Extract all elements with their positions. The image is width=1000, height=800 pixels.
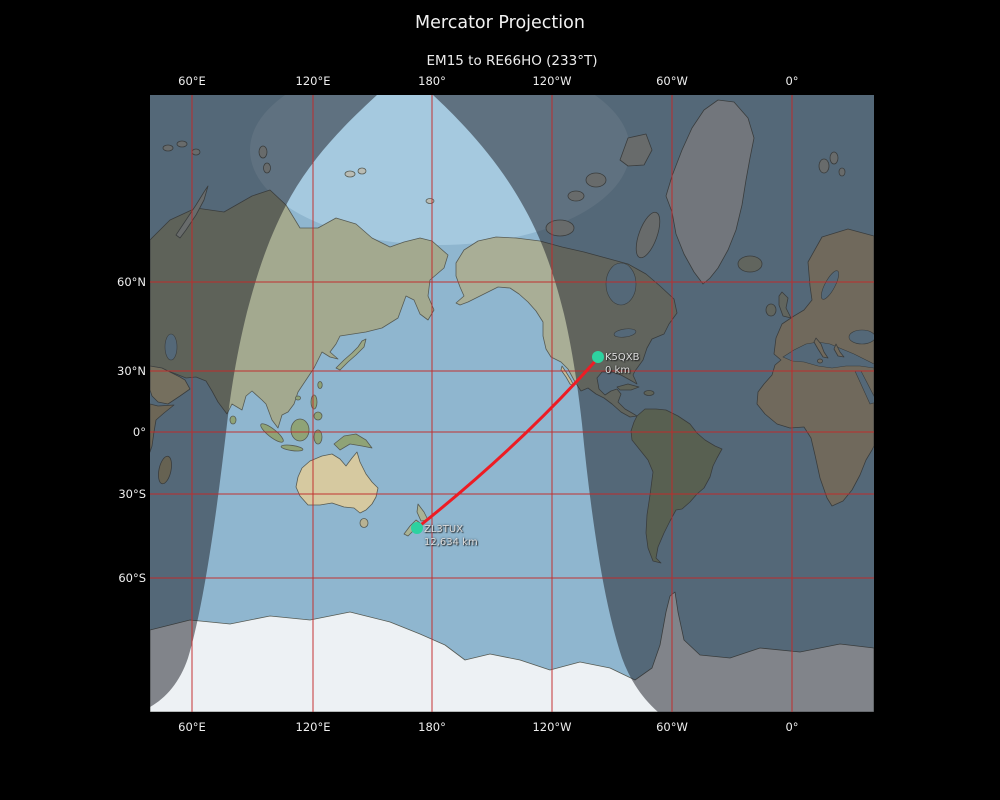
xtick-top-120e: 120°E bbox=[295, 74, 331, 88]
xtick-bottom-120e: 120°E bbox=[295, 720, 331, 734]
night-lobe-east bbox=[433, 95, 874, 712]
path-subtitle: EM15 to RE66HO (233°T) bbox=[426, 53, 598, 69]
xtick-top-60e: 60°E bbox=[178, 74, 206, 88]
night-lobe-west bbox=[150, 95, 377, 707]
islands-japan bbox=[335, 338, 367, 371]
xtick-bottom-120w: 120°W bbox=[532, 720, 572, 734]
night-overlay bbox=[150, 95, 874, 712]
xtick-top-180: 180° bbox=[418, 74, 446, 88]
callsign: ZL3TUX bbox=[424, 524, 464, 535]
xtick-top-0: 0° bbox=[785, 74, 799, 88]
marker-dot-zl3tux bbox=[411, 522, 423, 534]
ytick-30s: 30°S bbox=[118, 487, 146, 501]
world-map bbox=[150, 95, 874, 712]
graticule bbox=[150, 95, 874, 712]
ytick-60s: 60°S bbox=[118, 571, 146, 585]
xtick-bottom-0: 0° bbox=[785, 720, 799, 734]
great-circle-path bbox=[415, 356, 600, 530]
island-tasmania bbox=[359, 518, 369, 528]
ytick-0: 0° bbox=[132, 425, 146, 439]
distance: 0 km bbox=[605, 365, 631, 376]
ytick-30n: 30°N bbox=[117, 364, 146, 378]
xtick-top-120w: 120°W bbox=[532, 74, 572, 88]
ytick-60n: 60°N bbox=[117, 275, 146, 289]
marker-dot-k5qxb bbox=[592, 351, 604, 363]
page-title: Mercator Projection bbox=[415, 13, 585, 33]
xtick-bottom-60w: 60°W bbox=[656, 720, 688, 734]
xtick-bottom-180: 180° bbox=[418, 720, 446, 734]
distance: 12,634 km bbox=[424, 537, 478, 548]
marker-label-k5qxb: K5QXB 0 km bbox=[605, 351, 640, 377]
xtick-bottom-60e: 60°E bbox=[178, 720, 206, 734]
landmass-australia bbox=[295, 451, 379, 514]
marker-label-zl3tux: ZL3TUX 12,634 km bbox=[424, 523, 478, 549]
callsign: K5QXB bbox=[605, 352, 640, 363]
xtick-top-60w: 60°W bbox=[656, 74, 688, 88]
